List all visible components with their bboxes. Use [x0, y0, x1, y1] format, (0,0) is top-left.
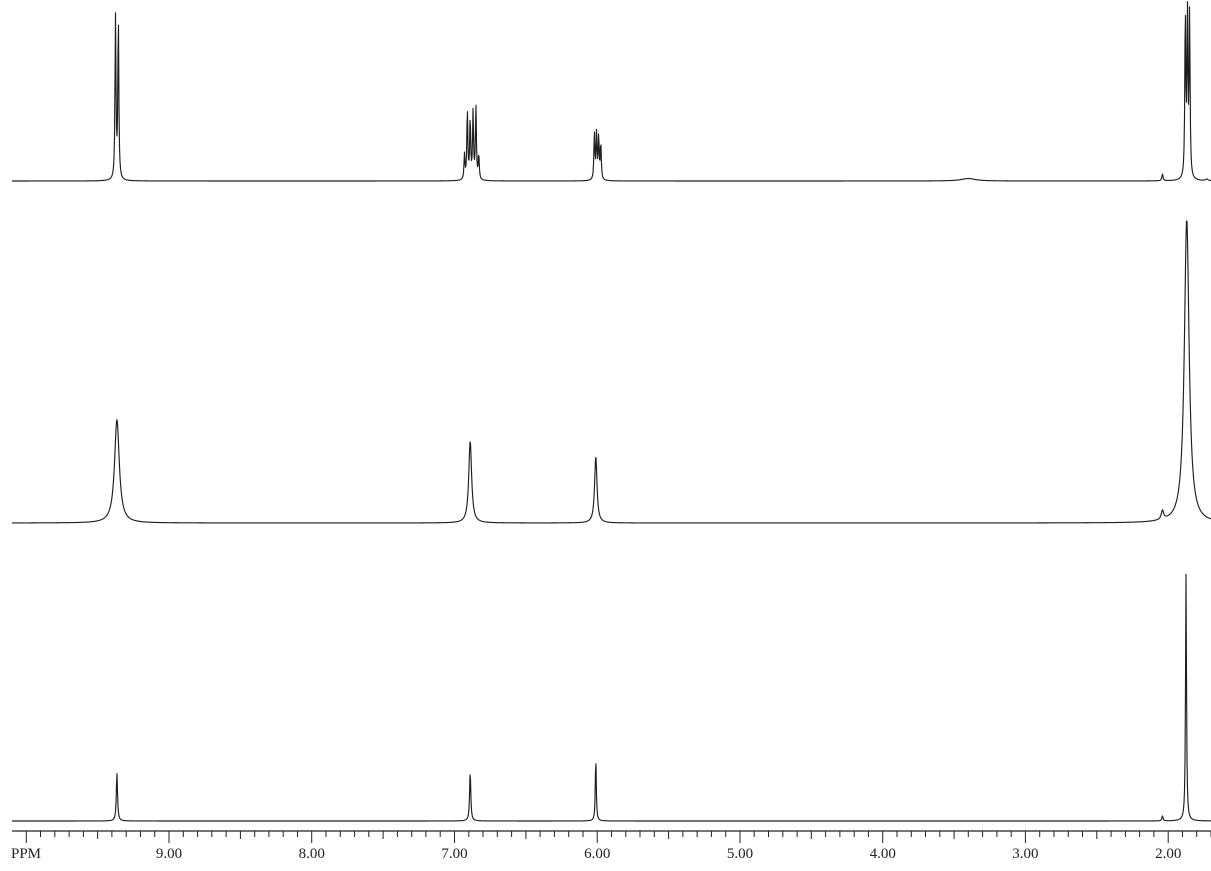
x-axis-ticks	[25, 831, 1211, 843]
x-tick-label: 8.00	[299, 846, 325, 862]
spectrum-trace-2	[11, 220, 1211, 524]
x-tick-label: 4.00	[870, 846, 896, 862]
x-axis-unit-label: PPM	[11, 846, 41, 862]
ppm-axis: 9.00 8.00 7.00 6.00 5.00 4.00 3.00 2.00 PPM	[11, 830, 1211, 862]
x-tick-label: 2.00	[1155, 846, 1181, 862]
x-tick-label: 3.00	[1012, 846, 1038, 862]
x-tick-label: 7.00	[441, 846, 467, 862]
spectrum-trace-3	[11, 573, 1211, 822]
spectrum-trace-1	[11, 1, 1211, 182]
x-tick-label: 9.00	[156, 846, 182, 862]
x-tick-label: 6.00	[584, 846, 610, 862]
x-axis-tick-labels: 9.00 8.00 7.00 6.00 5.00 4.00 3.00 2.00	[156, 846, 1181, 862]
spectra-traces	[11, 1, 1211, 822]
x-tick-label: 5.00	[727, 846, 753, 862]
